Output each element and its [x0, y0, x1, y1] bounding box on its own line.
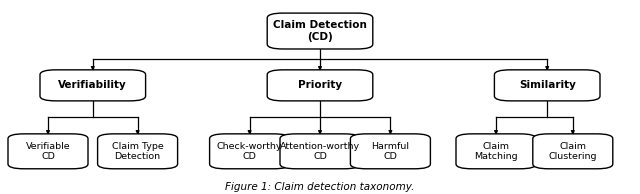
- Text: Harmful
CD: Harmful CD: [371, 142, 410, 161]
- Text: Attention-worthy
CD: Attention-worthy CD: [280, 142, 360, 161]
- Text: Verifiable
CD: Verifiable CD: [26, 142, 70, 161]
- FancyBboxPatch shape: [268, 70, 372, 101]
- Text: Verifiability: Verifiability: [58, 80, 127, 90]
- FancyBboxPatch shape: [40, 70, 146, 101]
- Text: Claim Type
Detection: Claim Type Detection: [112, 142, 163, 161]
- Text: Claim
Matching: Claim Matching: [474, 142, 518, 161]
- Text: Check-worthy
CD: Check-worthy CD: [217, 142, 282, 161]
- FancyBboxPatch shape: [8, 134, 88, 169]
- FancyBboxPatch shape: [456, 134, 536, 169]
- Text: Claim Detection
(CD): Claim Detection (CD): [273, 20, 367, 42]
- FancyBboxPatch shape: [351, 134, 430, 169]
- Text: Priority: Priority: [298, 80, 342, 90]
- FancyBboxPatch shape: [494, 70, 600, 101]
- Text: Claim
Clustering: Claim Clustering: [548, 142, 597, 161]
- FancyBboxPatch shape: [268, 13, 372, 49]
- FancyBboxPatch shape: [532, 134, 613, 169]
- Text: Figure 1: Claim detection taxonomy.: Figure 1: Claim detection taxonomy.: [225, 182, 415, 192]
- Text: Similarity: Similarity: [519, 80, 575, 90]
- FancyBboxPatch shape: [280, 134, 360, 169]
- FancyBboxPatch shape: [210, 134, 290, 169]
- FancyBboxPatch shape: [97, 134, 177, 169]
